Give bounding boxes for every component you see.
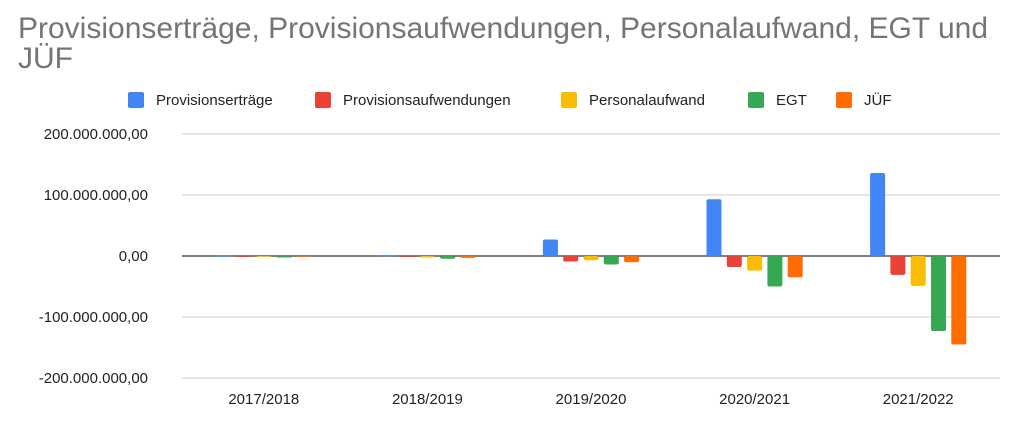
bar <box>542 239 558 256</box>
legend-swatch <box>561 92 577 108</box>
legend-label: Personalaufwand <box>589 91 705 109</box>
bar <box>419 256 435 258</box>
bar <box>276 256 292 258</box>
legend-swatch <box>128 92 144 108</box>
bar <box>870 173 886 256</box>
bar <box>583 256 599 261</box>
legend-item-egt[interactable]: EGT <box>748 90 807 110</box>
y-tick-label: 100.000.000,00 <box>44 187 148 204</box>
x-tick-label: 2021/2022 <box>883 391 954 408</box>
legend-swatch <box>315 92 331 108</box>
y-tick-label: 200.000.000,00 <box>44 126 148 143</box>
legend-label: Provisionserträge <box>156 91 273 109</box>
chart-title: Provisionserträge, Provisionsaufwendunge… <box>18 12 989 75</box>
bar <box>624 256 640 263</box>
y-tick-label: -200.000.000,00 <box>39 370 148 387</box>
legend-label: EGT <box>776 91 807 109</box>
legend-item-personalaufwand[interactable]: Personalaufwand <box>561 90 705 110</box>
bar <box>767 256 783 287</box>
legend-item-juef[interactable]: JÜF <box>836 90 892 110</box>
bar <box>563 256 579 262</box>
legend-label: Provisionsaufwendungen <box>343 91 511 109</box>
bar <box>236 256 251 257</box>
bar <box>951 256 967 345</box>
bar <box>726 256 742 267</box>
legend-item-provisionsertraege[interactable]: Provisionserträge <box>128 90 273 110</box>
y-tick-label: 0,00 <box>119 248 148 265</box>
x-tick-label: 2017/2018 <box>228 391 299 408</box>
bar <box>706 199 722 256</box>
bar <box>256 256 272 257</box>
x-tick-label: 2019/2020 <box>556 391 627 408</box>
bar <box>379 255 395 257</box>
bar <box>787 256 803 278</box>
bar <box>399 256 415 257</box>
bar <box>603 256 619 265</box>
x-tick-label: 2020/2021 <box>719 391 790 408</box>
bar <box>747 256 763 271</box>
legend-item-provisionsaufwendungen[interactable]: Provisionsaufwendungen <box>315 90 511 110</box>
y-tick-label: -100.000.000,00 <box>39 309 148 326</box>
bar <box>296 256 312 257</box>
bar <box>910 256 926 286</box>
chart-legend: Provisionserträge Provisionsaufwendungen… <box>0 90 1024 110</box>
legend-swatch <box>836 92 852 108</box>
legend-label: JÜF <box>864 91 892 109</box>
bar <box>890 256 906 275</box>
bar <box>215 255 231 257</box>
bar <box>931 256 946 332</box>
legend-swatch <box>748 92 764 108</box>
bar <box>440 256 456 259</box>
x-tick-label: 2018/2019 <box>392 391 463 408</box>
bar <box>460 256 476 258</box>
